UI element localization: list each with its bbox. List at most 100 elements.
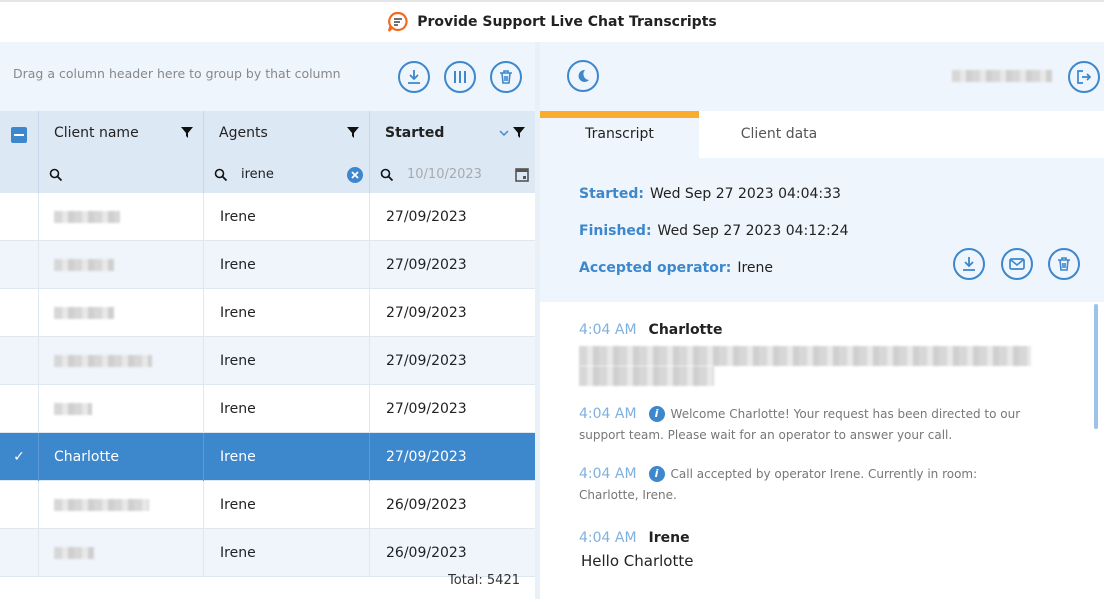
column-client-name[interactable]: Client name <box>38 111 203 193</box>
chat-message: 4:04 AM Irene Hello Charlotte <box>579 530 1019 570</box>
finished-label: Finished: <box>579 223 652 239</box>
table-row[interactable]: Irene 27/09/2023 <box>0 193 535 241</box>
check-icon: ✓ <box>13 449 25 465</box>
transcript-panel: Transcript Client data Started: Wed Sep 2… <box>540 42 1104 599</box>
client-name-redacted <box>54 547 94 559</box>
client-name-redacted <box>54 259 114 271</box>
download-transcript-button[interactable] <box>953 248 985 280</box>
started-cell: 27/09/2023 <box>369 337 535 385</box>
tab-transcript[interactable]: Transcript <box>540 111 699 158</box>
download-icon <box>408 70 420 84</box>
transcript-info: Started: Wed Sep 27 2023 04:04:33 Finishe… <box>540 158 1104 302</box>
column-label: Started <box>385 125 445 141</box>
info-icon: i <box>648 406 665 422</box>
table-row[interactable]: ✓ Charlotte Irene 27/09/2023 <box>0 433 535 481</box>
agent-cell: Irene <box>203 241 369 289</box>
client-name-redacted <box>54 355 152 367</box>
row-checkbox[interactable] <box>0 385 38 433</box>
dark-mode-button[interactable] <box>567 60 599 92</box>
started-cell: 26/09/2023 <box>369 529 535 577</box>
download-icon <box>963 257 975 271</box>
operator-label: Accepted operator: <box>579 260 732 276</box>
row-checkbox[interactable] <box>0 241 38 289</box>
message-text: Call accepted by operator Irene. Current… <box>579 467 978 502</box>
chat-messages: 4:04 AM Charlotte 4:04 AM i Welcome Charlot… <box>540 302 1104 599</box>
message-text-redacted <box>579 346 1031 386</box>
client-name-cell <box>38 529 203 577</box>
table-row[interactable]: Irene 27/09/2023 <box>0 241 535 289</box>
started-cell: 27/09/2023 <box>369 385 535 433</box>
row-checkbox[interactable] <box>0 337 38 385</box>
column-agents[interactable]: Agents irene <box>203 111 369 193</box>
app-title: Provide Support Live Chat Transcripts <box>417 14 717 30</box>
chat-scrollbar[interactable] <box>1094 304 1098 429</box>
row-checkbox[interactable] <box>0 193 38 241</box>
calendar-icon[interactable] <box>515 167 529 182</box>
row-checkbox[interactable] <box>0 481 38 529</box>
clear-filter-icon[interactable] <box>347 167 363 183</box>
select-all-checkbox[interactable] <box>11 127 27 143</box>
system-message: 4:04 AM i Call accepted by operator Irene.… <box>579 464 1029 506</box>
column-started[interactable]: Started 10/10/2023 <box>369 111 535 193</box>
agent-cell: Irene <box>203 289 369 337</box>
delete-button[interactable] <box>490 61 522 93</box>
tab-client-data[interactable]: Client data <box>740 126 818 142</box>
table-row[interactable]: Irene 27/09/2023 <box>0 289 535 337</box>
table-row[interactable]: Irene 26/09/2023 <box>0 481 535 529</box>
column-chooser-button[interactable] <box>444 61 476 93</box>
client-name-redacted <box>54 499 149 511</box>
finished-value: Wed Sep 27 2023 04:12:24 <box>657 223 849 239</box>
chat-bubble-logo-icon <box>388 11 408 32</box>
delete-transcript-button[interactable] <box>1048 248 1080 280</box>
client-name-cell <box>38 337 203 385</box>
group-panel[interactable]: Drag a column header here to group by th… <box>0 42 535 111</box>
column-label: Client name <box>54 125 139 141</box>
filter-icon[interactable] <box>347 127 359 138</box>
search-icon <box>49 168 63 182</box>
group-hint: Drag a column header here to group by th… <box>13 66 341 81</box>
started-value: Wed Sep 27 2023 04:04:33 <box>649 186 841 202</box>
message-time: 4:04 AM <box>579 466 637 482</box>
operator-value: Irene <box>737 260 774 276</box>
panel-splitter[interactable] <box>535 42 540 599</box>
row-checkbox[interactable] <box>0 529 38 577</box>
filter-icon[interactable] <box>513 127 525 138</box>
system-message: 4:04 AM i Welcome Charlotte! Your request … <box>579 404 1029 446</box>
client-name-cell <box>38 481 203 529</box>
agent-cell: Irene <box>203 193 369 241</box>
table-row[interactable]: Irene 27/09/2023 <box>0 337 535 385</box>
table-row[interactable]: Irene 26/09/2023 <box>0 529 535 577</box>
started-filter-input[interactable]: 10/10/2023 <box>407 167 482 182</box>
trash-icon <box>500 70 512 84</box>
client-name-cell <box>38 385 203 433</box>
agent-cell: Irene <box>203 481 369 529</box>
client-name-cell <box>38 241 203 289</box>
grid-header: Client name Agents irene Started 10/10/2… <box>0 111 535 193</box>
transcripts-grid: Drag a column header here to group by th… <box>0 42 535 599</box>
message-author: Charlotte <box>648 322 723 338</box>
filter-icon[interactable] <box>181 127 193 138</box>
user-name-redacted <box>952 70 1052 82</box>
row-checkbox[interactable]: ✓ <box>0 433 38 481</box>
search-icon <box>214 168 228 182</box>
logout-button[interactable] <box>1068 61 1100 93</box>
message-time: 4:04 AM <box>579 322 637 338</box>
agent-cell: Irene <box>203 529 369 577</box>
agents-filter-input[interactable]: irene <box>241 167 274 182</box>
table-row[interactable]: Irene 27/09/2023 <box>0 385 535 433</box>
logout-icon <box>1077 70 1092 84</box>
sort-descending-icon[interactable] <box>499 130 509 136</box>
export-button[interactable] <box>398 61 430 93</box>
client-name-cell <box>38 193 203 241</box>
email-transcript-button[interactable] <box>1001 248 1033 280</box>
client-name-redacted <box>54 403 92 415</box>
client-name-redacted <box>54 211 120 223</box>
total-count: Total: 5421 <box>448 573 520 588</box>
row-checkbox[interactable] <box>0 289 38 337</box>
client-name-filter-input[interactable] <box>76 167 186 185</box>
detail-tabs: Transcript Client data <box>540 111 1104 158</box>
started-label: Started: <box>579 186 644 202</box>
search-icon <box>380 168 394 182</box>
client-name-cell <box>38 289 203 337</box>
message-time: 4:04 AM <box>579 406 637 422</box>
